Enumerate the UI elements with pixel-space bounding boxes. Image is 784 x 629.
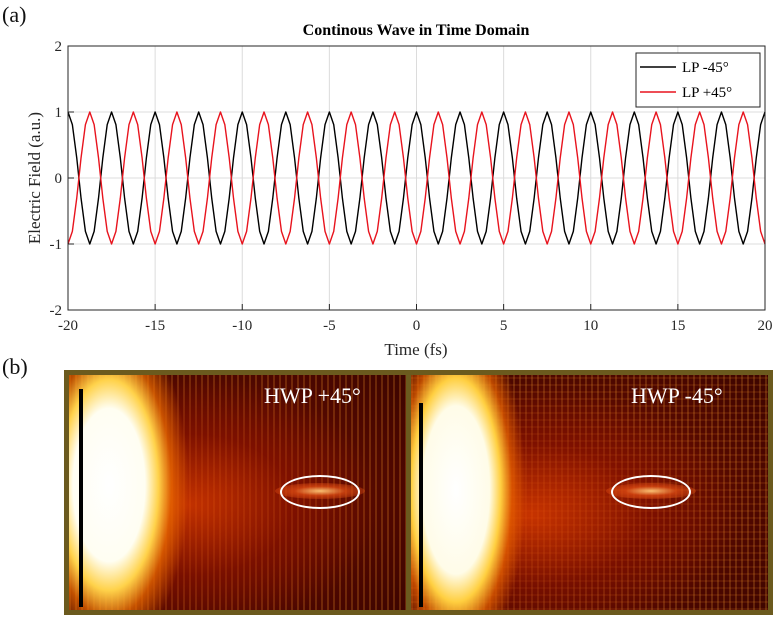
x-tick-label: 20 bbox=[758, 318, 773, 334]
x-tick-label: -15 bbox=[145, 318, 165, 334]
hwp-plus45-image: HWP +45° bbox=[69, 375, 406, 610]
x-tick-label: -10 bbox=[232, 318, 252, 334]
series-line-1 bbox=[67, 111, 766, 245]
legend: LP -45° LP +45° bbox=[635, 52, 761, 108]
y-axis-label: Electric Field (a.u.) bbox=[25, 112, 44, 244]
scale-bar-left bbox=[79, 389, 83, 607]
y-tick-label: 0 bbox=[55, 171, 63, 187]
legend-box bbox=[635, 52, 761, 108]
legend-label-lp-plus45: LP +45° bbox=[682, 85, 732, 101]
x-axis-label: Time (fs) bbox=[384, 340, 447, 359]
x-tick-label: -20 bbox=[58, 318, 78, 334]
hwp-minus45-label: HWP -45° bbox=[631, 383, 723, 408]
panel-label-b: (b) bbox=[2, 354, 28, 379]
legend-label-lp-minus45: LP -45° bbox=[682, 60, 729, 76]
hwp-plus45-label: HWP +45° bbox=[264, 383, 361, 408]
x-tick-label: 15 bbox=[670, 318, 685, 334]
y-tick-label: -1 bbox=[50, 237, 63, 253]
x-tick-label: -5 bbox=[323, 318, 336, 334]
hwp-minus45-image: HWP -45° bbox=[411, 375, 768, 610]
panel-label-a: (a) bbox=[2, 2, 27, 27]
x-tick-label: 10 bbox=[583, 318, 598, 334]
scale-bar-right bbox=[419, 403, 423, 607]
y-tick-label: -2 bbox=[50, 303, 63, 319]
series-line-0 bbox=[67, 111, 766, 245]
image-panel-b: HWP +45° HWP -45° bbox=[64, 370, 773, 615]
x-tick-label: 0 bbox=[413, 318, 421, 334]
series-group bbox=[67, 111, 766, 245]
highlight-circle-left bbox=[280, 475, 360, 509]
chart-title: Continous Wave in Time Domain bbox=[303, 22, 530, 39]
y-tick-label: 2 bbox=[55, 39, 63, 55]
y-tick-label: 1 bbox=[55, 105, 63, 121]
x-tick-label: 5 bbox=[500, 318, 508, 334]
highlight-circle-right bbox=[611, 475, 691, 509]
